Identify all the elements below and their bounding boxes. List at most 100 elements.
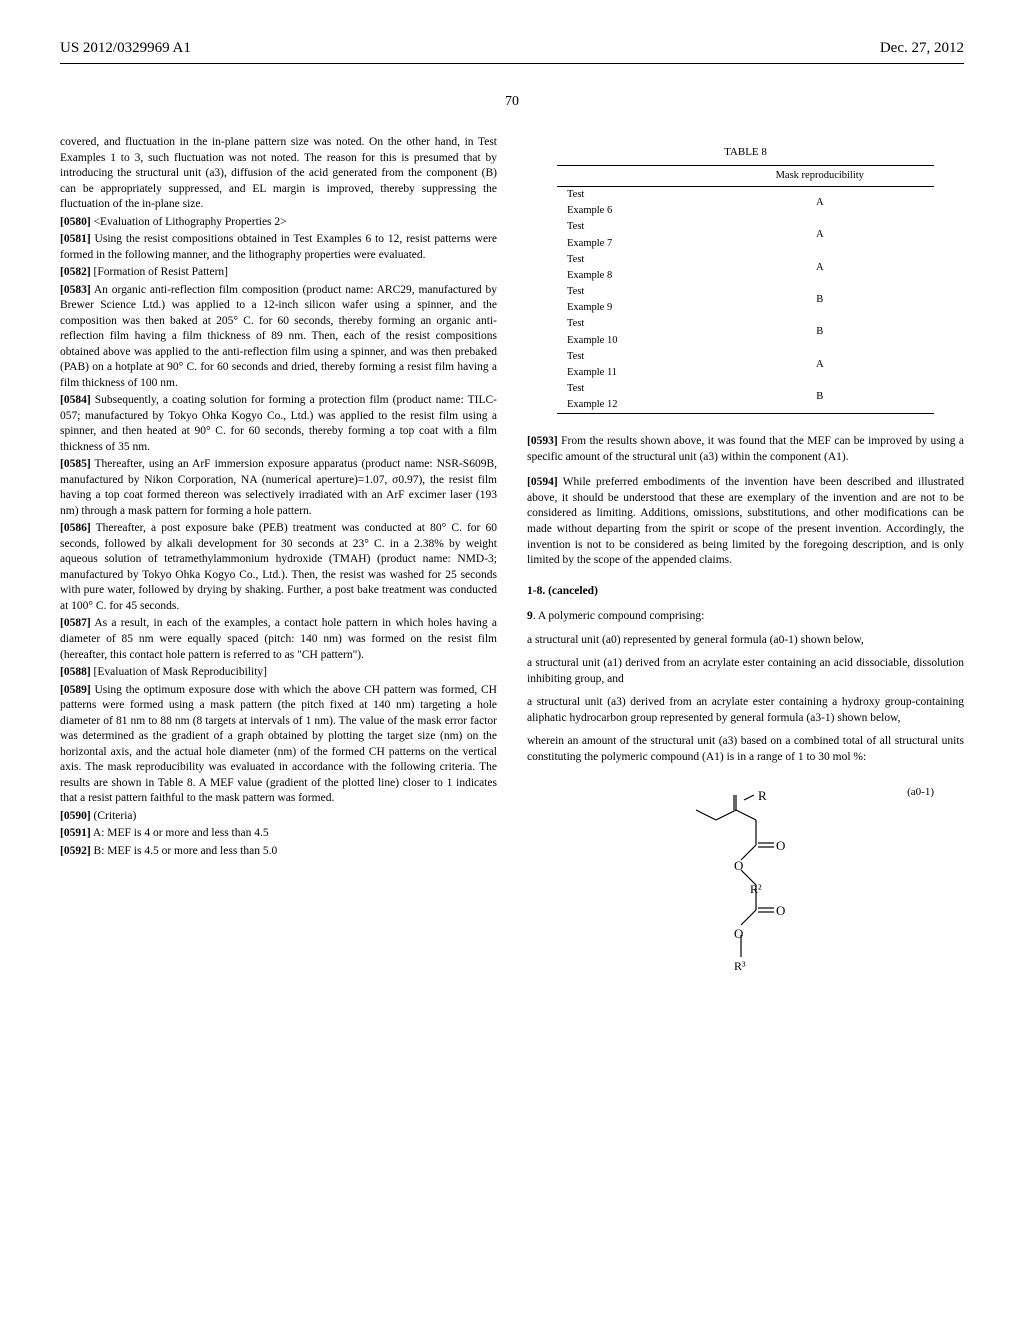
table-cell-name: Test (557, 187, 706, 204)
formula-label: (a0-1) (907, 785, 934, 800)
formula-O1: O (776, 838, 785, 853)
paragraph-0593: [0593] From the results shown above, it … (527, 434, 964, 465)
para-num-0582: [0582] (60, 266, 91, 278)
para-text-0590: (Criteria) (91, 810, 137, 822)
formula-O2: O (734, 858, 743, 873)
para-text-0589: Using the optimum exposure dose with whi… (60, 684, 497, 805)
claim-9-d: wherein an amount of the structural unit… (527, 734, 964, 765)
table-cell-name: Test (557, 284, 706, 300)
para-num-0594: [0594] (527, 476, 558, 488)
formula-R3: R³ (734, 959, 746, 973)
para-text-0593: From the results shown above, it was fou… (527, 435, 964, 463)
paragraph-0585: [0585] Thereafter, using an ArF immersio… (60, 457, 497, 519)
table-row: TestB (557, 284, 934, 300)
paragraph-0580: [0580] <Evaluation of Lithography Proper… (60, 215, 497, 231)
chemical-structure-svg: R O O R² O O R³ (666, 785, 826, 1015)
claim-9-a: a structural unit (a0) represented by ge… (527, 633, 964, 649)
claim-1-8: 1-8. (canceled) (527, 584, 964, 600)
paragraph-0586: [0586] Thereafter, a post exposure bake … (60, 521, 497, 614)
para-num-0587: [0587] (60, 617, 91, 629)
paragraph-0590: [0590] (Criteria) (60, 809, 497, 825)
table-row: TestA (557, 187, 934, 204)
para-num-0584: [0584] (60, 394, 91, 406)
patent-number: US 2012/0329969 A1 (60, 40, 191, 57)
para-num-0590: [0590] (60, 810, 91, 822)
formula-R2: R² (750, 882, 762, 896)
para-text-0582: [Formation of Resist Pattern] (91, 266, 228, 278)
table-8-header-mask: Mask reproducibility (706, 165, 934, 186)
table-cell-value: B (706, 284, 934, 316)
table-cell-value: A (706, 349, 934, 381)
table-cell-name: Example 9 (557, 300, 706, 316)
chemical-formula-a0-1: (a0-1) (527, 785, 964, 1021)
table-cell-name: Test (557, 316, 706, 332)
table-row: TestA (557, 252, 934, 268)
para-num-0591: [0591] (60, 827, 91, 839)
table-cell-value: A (706, 252, 934, 284)
table-cell-name: Example 12 (557, 397, 706, 414)
publication-date: Dec. 27, 2012 (880, 40, 964, 57)
paragraph-0582: [0582] [Formation of Resist Pattern] (60, 265, 497, 281)
claim-9-c: a structural unit (a3) derived from an a… (527, 695, 964, 726)
right-column: TABLE 8 Mask reproducibility TestAExampl… (527, 135, 964, 1021)
para-num-0585: [0585] (60, 458, 91, 470)
para-num-0593: [0593] (527, 435, 558, 447)
paragraph-0587: [0587] As a result, in each of the examp… (60, 616, 497, 663)
paragraph-0594: [0594] While preferred embodiments of th… (527, 475, 964, 568)
formula-O3: O (776, 903, 785, 918)
table-cell-name: Example 8 (557, 268, 706, 284)
para-text-0583: An organic anti-reflection film composit… (60, 284, 497, 389)
table-cell-name: Test (557, 252, 706, 268)
paragraph-0583: [0583] An organic anti-reflection film c… (60, 283, 497, 392)
para-text-0587: As a result, in each of the examples, a … (60, 617, 497, 660)
table-8-title: TABLE 8 (557, 145, 934, 160)
claims-section: 1-8. (canceled) 9. A polymeric compound … (527, 584, 964, 766)
table-row: TestA (557, 219, 934, 235)
left-column: covered, and fluctuation in the in-plane… (60, 135, 497, 1021)
table-cell-value: B (706, 316, 934, 348)
para-num-0583: [0583] (60, 284, 91, 296)
paragraph-0591: [0591] A: MEF is 4 or more and less than… (60, 826, 497, 842)
paragraph-0592: [0592] B: MEF is 4.5 or more and less th… (60, 844, 497, 860)
para-text-0581: Using the resist compositions obtained i… (60, 233, 497, 261)
table-cell-name: Example 7 (557, 236, 706, 252)
claim-9-b: a structural unit (a1) derived from an a… (527, 656, 964, 687)
para-text-0592: B: MEF is 4.5 or more and less than 5.0 (91, 845, 278, 857)
table-row: TestA (557, 349, 934, 365)
formula-O4: O (734, 926, 743, 941)
para-text-0585: Thereafter, using an ArF immersion expos… (60, 458, 497, 517)
para-num-0588: [0588] (60, 666, 91, 678)
page-header: US 2012/0329969 A1 Dec. 27, 2012 (60, 40, 964, 64)
table-row: TestB (557, 381, 934, 397)
table-cell-value: A (706, 219, 934, 251)
paragraph-0589: [0589] Using the optimum exposure dose w… (60, 683, 497, 807)
para-num-0589: [0589] (60, 684, 91, 696)
claim-1-8-text: 1-8. (canceled) (527, 585, 598, 597)
table-cell-value: A (706, 187, 934, 220)
table-cell-name: Test (557, 219, 706, 235)
para-text-0591: A: MEF is 4 or more and less than 4.5 (91, 827, 269, 839)
paragraph-0581: [0581] Using the resist compositions obt… (60, 232, 497, 263)
para-text-0588: [Evaluation of Mask Reproducibility] (91, 666, 267, 678)
page-number: 70 (60, 94, 964, 110)
table-cell-name: Test (557, 381, 706, 397)
table-row: TestB (557, 316, 934, 332)
para-text-0584: Subsequently, a coating solution for for… (60, 394, 497, 453)
claim-9: 9. A polymeric compound comprising: (527, 609, 964, 625)
paragraph-continuation: covered, and fluctuation in the in-plane… (60, 135, 497, 213)
table-cell-name: Example 6 (557, 203, 706, 219)
table-cell-name: Example 10 (557, 333, 706, 349)
table-cell-value: B (706, 381, 934, 414)
para-text-0586: Thereafter, a post exposure bake (PEB) t… (60, 522, 497, 612)
para-num-0581: [0581] (60, 233, 91, 245)
para-text-0594: While preferred embodiments of the inven… (527, 476, 964, 566)
para-num-0586: [0586] (60, 522, 91, 534)
table-cell-name: Example 11 (557, 365, 706, 381)
para-num-0592: [0592] (60, 845, 91, 857)
para-num-0580: [0580] (60, 216, 91, 228)
paragraph-0584: [0584] Subsequently, a coating solution … (60, 393, 497, 455)
para-text-0580: <Evaluation of Lithography Properties 2> (91, 216, 287, 228)
table-8: TABLE 8 Mask reproducibility TestAExampl… (557, 145, 934, 414)
content-columns: covered, and fluctuation in the in-plane… (60, 135, 964, 1021)
table-8-table: Mask reproducibility TestAExample 6TestA… (557, 165, 934, 415)
